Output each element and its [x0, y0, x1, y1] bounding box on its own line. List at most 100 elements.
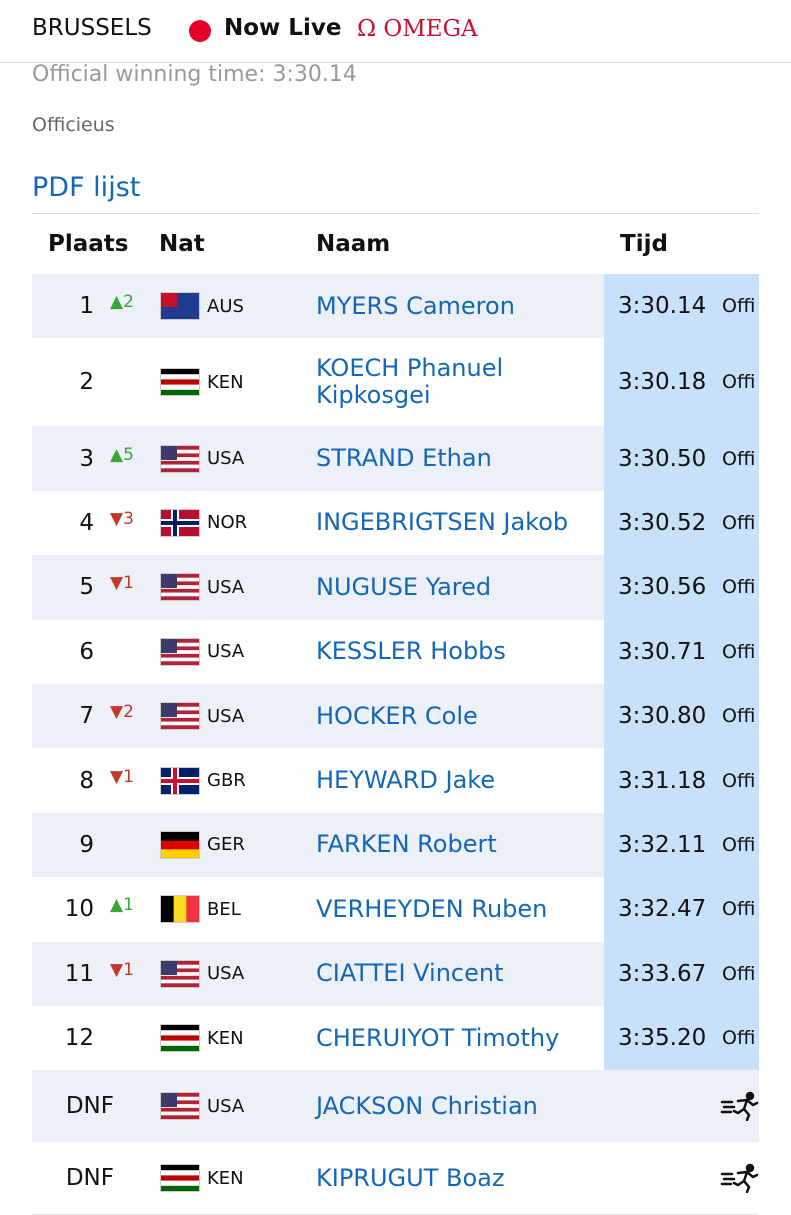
result-row: 7 ▼2 USA HOCKER Cole 3:30.80 Offi	[32, 684, 759, 750]
time-cell: 3:33.67 Offi	[604, 941, 759, 1006]
note: Offi	[722, 1027, 756, 1050]
athlete-name[interactable]: CIATTEI Vincent	[316, 959, 504, 988]
nat: USA	[207, 1095, 245, 1117]
athlete-name[interactable]: FARKEN Robert	[316, 830, 497, 859]
flag-part	[161, 467, 199, 472]
nat: KEN	[207, 1167, 244, 1189]
flag	[160, 1142, 200, 1214]
athlete-name[interactable]: KIPRUGUT Boaz	[316, 1163, 505, 1192]
flag-part	[161, 1097, 199, 1102]
time-cell: 3:32.11 Offi	[604, 812, 759, 878]
logo: Ω OMEGA	[357, 16, 478, 42]
nat: KEN	[207, 371, 244, 393]
flag-part	[161, 646, 199, 651]
flag-part	[161, 642, 199, 647]
flag-part	[161, 574, 199, 579]
athlete-name[interactable]: NUGUSE Yared	[316, 572, 492, 601]
flag	[160, 426, 200, 490]
flag-icon	[160, 292, 200, 321]
place: 10	[64, 896, 94, 923]
place: 5	[79, 574, 94, 601]
nat: GER	[207, 834, 245, 856]
note: Offi	[722, 371, 756, 394]
flag	[160, 620, 200, 684]
flag-part	[173, 896, 187, 923]
place: 12	[64, 1025, 94, 1052]
athlete-name[interactable]: HEYWARD Jake	[316, 766, 496, 795]
athlete-name[interactable]: INGEBRIGTSEN Jakob	[316, 508, 569, 537]
result-row: 6 USA KESSLER Hobbs 3:30.71 Offi	[32, 619, 759, 685]
flag-part	[161, 1025, 199, 1031]
place: 4	[79, 509, 94, 536]
flag-part	[161, 379, 199, 386]
athlete-name[interactable]: STRAND Ethan	[316, 444, 492, 473]
flag-part	[161, 1093, 177, 1108]
flag-icon	[160, 368, 200, 397]
athlete-name[interactable]: VERHEYDEN Ruben	[316, 894, 548, 923]
time: 3:30.18	[618, 369, 707, 396]
pdf-link[interactable]: PDF lijst	[32, 172, 141, 203]
flag	[160, 942, 200, 1006]
athlete-name[interactable]: KESSLER Hobbs	[316, 637, 506, 666]
change: ▼1	[110, 959, 134, 980]
column-header: Tijd	[620, 230, 668, 257]
time-cell: 3:30.56 Offi	[604, 555, 759, 620]
column-header: Plaats	[48, 230, 129, 257]
column-header: Naam	[316, 230, 391, 257]
athlete-name[interactable]: MYERS Cameron	[316, 291, 515, 320]
note: Offi	[722, 898, 756, 921]
nat: USA	[207, 963, 245, 985]
time: 3:32.11	[618, 831, 707, 858]
athlete-name[interactable]: CHERUIYOT Timothy	[316, 1023, 560, 1052]
flag-part	[161, 460, 199, 465]
flag-part	[161, 574, 177, 589]
flag-part	[161, 657, 199, 662]
result-row: 5 ▼1 USA NUGUSE Yared 3:30.56 Offi	[32, 555, 759, 621]
flag	[160, 684, 200, 748]
time: 3:30.14	[618, 293, 707, 320]
nat: GBR	[207, 770, 246, 792]
flag-part	[161, 589, 199, 594]
flag-part	[161, 445, 177, 460]
runner-svg	[720, 1092, 759, 1122]
flag-part	[161, 968, 199, 973]
time-cell: 3:30.18 Offi	[604, 338, 759, 427]
athlete-name[interactable]: KOECH Phanuel Kipkosgei	[316, 354, 504, 410]
flag-part	[161, 706, 199, 712]
athlete-name[interactable]: HOCKER Cole	[316, 701, 478, 730]
header-row: Plaats Nat Naam Tijd	[32, 215, 759, 272]
flag-part	[161, 585, 199, 590]
flag-part	[161, 983, 199, 987]
result-row: 8 ▼1 GBR HEYWARD Jake 3:31.18 Offi	[32, 748, 759, 814]
flag-part	[161, 449, 199, 454]
flag	[160, 1070, 200, 1142]
flag-icon	[160, 573, 200, 602]
nat: KEN	[207, 1027, 244, 1049]
flag-icon	[160, 508, 200, 537]
flag-part	[161, 369, 199, 376]
flag-part	[161, 578, 199, 583]
flag-part	[161, 725, 199, 730]
athlete-name[interactable]: JACKSON Christian	[316, 1091, 538, 1120]
flag-part	[161, 1045, 199, 1052]
note: Offi	[722, 962, 756, 985]
flag-part	[161, 520, 199, 525]
top-bar: BRUSSELS Now Live Ω OMEGA	[0, 0, 791, 63]
place: 2	[79, 369, 94, 396]
flag-part	[161, 1104, 199, 1109]
flag-part	[161, 960, 177, 975]
note: Offi	[722, 295, 756, 318]
flag-icon	[160, 1024, 200, 1053]
flag-part	[161, 1165, 199, 1172]
flag	[160, 491, 200, 555]
flag-part	[161, 1035, 199, 1042]
flag-part	[161, 445, 199, 450]
time-cell: 3:32.47 Offi	[604, 877, 759, 942]
flag-part	[161, 1100, 199, 1106]
change: ▼1	[110, 573, 134, 594]
place: 7	[79, 703, 94, 730]
runner-icon	[720, 1070, 760, 1142]
place: 9	[79, 831, 94, 858]
live-label[interactable]: Now Live	[224, 15, 342, 41]
